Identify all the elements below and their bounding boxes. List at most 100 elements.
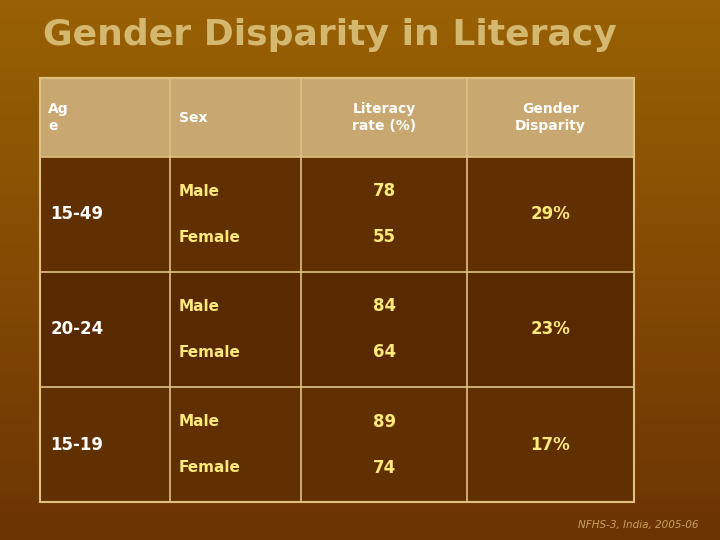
Bar (0, 452, 720, 459)
Bar (0, 358, 720, 365)
Bar (0, 135, 720, 141)
Text: 17%: 17% (531, 436, 570, 454)
Bar (0, 216, 720, 222)
Bar (0, 74, 720, 81)
Bar (0, 189, 720, 195)
Text: Female: Female (179, 460, 240, 475)
Bar (0, 526, 720, 534)
Bar (0, 102, 720, 108)
Text: Female: Female (179, 345, 240, 360)
Bar (0, 338, 720, 345)
Bar (0, 330, 720, 338)
Bar (0, 426, 720, 432)
Text: 55: 55 (373, 228, 395, 246)
Bar (0, 324, 720, 330)
Bar (0, 500, 720, 507)
Bar (0, 60, 720, 68)
Bar (40, 272, 634, 387)
Bar (0, 156, 720, 162)
Bar (0, 446, 720, 453)
Text: 29%: 29% (531, 205, 570, 224)
Bar (0, 148, 720, 156)
Text: Ag
e: Ag e (48, 102, 69, 133)
Bar (0, 115, 720, 122)
Text: 78: 78 (372, 183, 396, 200)
Bar (0, 81, 720, 87)
Bar (40, 157, 634, 272)
Text: NFHS-3, India, 2005-06: NFHS-3, India, 2005-06 (578, 520, 698, 530)
Bar (0, 364, 720, 372)
Text: Gender
Disparity: Gender Disparity (515, 102, 586, 133)
Bar (0, 128, 720, 135)
Bar (0, 108, 720, 115)
Bar (0, 438, 720, 445)
Bar (0, 209, 720, 216)
Text: 23%: 23% (531, 320, 570, 339)
Bar (0, 493, 720, 500)
Bar (0, 237, 720, 243)
Bar (0, 0, 720, 6)
Text: Male: Male (179, 184, 220, 199)
Bar (0, 195, 720, 202)
Bar (0, 249, 720, 256)
Bar (0, 317, 720, 324)
Bar (0, 263, 720, 270)
Bar (0, 94, 720, 102)
Bar (0, 384, 720, 391)
Bar (0, 303, 720, 310)
Bar (0, 480, 720, 486)
Bar (0, 122, 720, 128)
Bar (0, 141, 720, 149)
Text: 15-19: 15-19 (50, 436, 104, 454)
Text: Sex: Sex (179, 111, 207, 125)
Bar (0, 6, 720, 14)
Bar (0, 310, 720, 317)
Bar (0, 507, 720, 513)
Bar (0, 291, 720, 297)
Bar (0, 405, 720, 411)
Bar (0, 372, 720, 378)
Bar (40, 78, 634, 502)
Text: Gender Disparity in Literacy: Gender Disparity in Literacy (43, 18, 617, 52)
Text: 20-24: 20-24 (50, 320, 104, 339)
Bar (0, 432, 720, 438)
Bar (0, 276, 720, 284)
Text: 74: 74 (372, 458, 396, 477)
Bar (0, 345, 720, 351)
Text: 84: 84 (372, 298, 396, 315)
Bar (0, 513, 720, 519)
Text: Female: Female (179, 230, 240, 245)
Bar (0, 270, 720, 276)
Bar (0, 168, 720, 176)
Bar (0, 486, 720, 492)
Bar (0, 14, 720, 20)
Bar (0, 176, 720, 183)
Bar (0, 256, 720, 263)
Bar (0, 418, 720, 426)
Text: Male: Male (179, 299, 220, 314)
Bar (0, 378, 720, 384)
Bar (0, 243, 720, 249)
Bar (0, 411, 720, 418)
Bar (40, 78, 634, 157)
Text: Male: Male (179, 414, 220, 429)
Bar (0, 459, 720, 465)
Bar (0, 351, 720, 357)
Bar (0, 87, 720, 94)
Bar (0, 162, 720, 168)
Bar (0, 230, 720, 237)
Bar (0, 33, 720, 40)
Bar (0, 465, 720, 472)
Bar (0, 472, 720, 480)
Text: 15-49: 15-49 (50, 205, 104, 224)
Bar (0, 519, 720, 526)
Bar (0, 392, 720, 399)
Bar (0, 68, 720, 74)
Bar (0, 297, 720, 303)
Bar (0, 399, 720, 405)
Bar (0, 284, 720, 291)
Bar (0, 20, 720, 27)
Bar (0, 183, 720, 189)
Bar (40, 387, 634, 502)
Bar (0, 54, 720, 60)
